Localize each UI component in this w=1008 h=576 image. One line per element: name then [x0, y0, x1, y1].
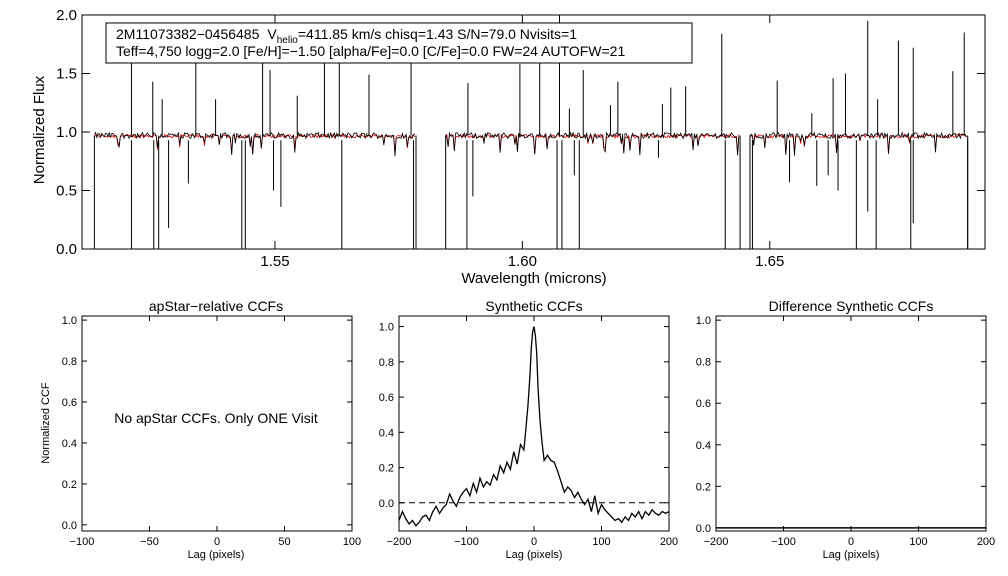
- difference-x-tick-label: 200: [977, 536, 995, 548]
- difference-y-tick-label: 0.0: [696, 523, 711, 535]
- synthetic-y-tick-label: 0.2: [379, 463, 394, 475]
- observed-spectrum-line-chip-2: [749, 131, 967, 156]
- difference-x-tick-label: 100: [909, 536, 927, 548]
- difference-frame: [715, 315, 987, 532]
- spectrum-y-tick-label: 1.0: [56, 124, 77, 141]
- v-subscript: helio: [277, 35, 299, 46]
- synthetic-x-tick-label: −100: [454, 536, 479, 548]
- synthetic-x-tick-label: 200: [660, 536, 678, 548]
- spectrum-x-tick-label: 1.55: [260, 253, 289, 270]
- difference-x-tick-label: −100: [771, 536, 796, 548]
- synthetic-ccf-plot: −200 −100 0 100 200 0.0 0.2 0.4 0.6 0.8 1.0: [379, 315, 678, 548]
- apstar-y-tick-label: 0.2: [62, 479, 77, 491]
- apstar-title: apStar−relative CCFs: [149, 298, 283, 314]
- spectrum-x-tick-label: 1.65: [755, 253, 784, 270]
- difference-y-tick-label: 1.0: [696, 315, 711, 327]
- difference-title: Difference Synthetic CCFs: [769, 298, 934, 314]
- difference-y-tick-label: 0.8: [696, 357, 711, 369]
- difference-xlabel: Lag (pixels): [823, 549, 880, 561]
- synthetic-spectrum-line-chip-1: [445, 133, 740, 155]
- synthetic-ccf-line: [398, 326, 670, 527]
- apstar-y-tick-label: 0.8: [62, 356, 77, 368]
- synthetic-x-tick-label: 100: [592, 536, 610, 548]
- apstar-xlabel: Lag (pixels): [188, 549, 245, 561]
- apstar-y-tick-label: 0.4: [62, 438, 77, 450]
- synthetic-x-tick-label: −200: [387, 536, 412, 548]
- difference-x-tick-label: 0: [848, 536, 854, 548]
- apstar-message: No apStar CCFs. Only ONE Visit: [114, 410, 318, 426]
- info-line-2: Teff=4,750 logg=2.0 [Fe/H]=−1.50 [alpha/…: [116, 43, 625, 59]
- synthetic-frame: [398, 315, 670, 532]
- synthetic-title: Synthetic CCFs: [485, 298, 582, 314]
- star-id: 2M11073382−0456485: [116, 26, 260, 42]
- difference-y-tick-label: 0.2: [696, 481, 711, 493]
- synthetic-x-tick-label: 0: [531, 536, 537, 548]
- difference-ccf-plot: −200 −100 0 100 200 0.0 0.2 0.4 0.6 0.8 1.0: [696, 315, 995, 548]
- synthetic-y-tick-label: 0.6: [379, 392, 394, 404]
- apstar-x-tick-label: −50: [140, 536, 159, 548]
- v-symbol: V: [267, 26, 277, 42]
- synthetic-y-tick-label: 0.0: [379, 498, 394, 510]
- synthetic-xlabel: Lag (pixels): [506, 549, 563, 561]
- observed-spectrum-line-chip-1: [445, 131, 740, 156]
- apstar-y-tick-label: 0.0: [62, 520, 77, 532]
- difference-y-tick-label: 0.6: [696, 398, 711, 410]
- apstar-ccf-plot: −100 −50 0 50 100 0.0 0.2 0.4 0.6 0.8 1.0: [62, 315, 361, 548]
- spectrum-y-tick-label: 0.0: [56, 241, 77, 258]
- spectrum-xlabel: Wavelength (microns): [461, 270, 606, 287]
- spectrum-y-tick-label: 0.5: [56, 183, 77, 200]
- synthetic-spectrum-line-chip-0: [94, 133, 416, 155]
- synthetic-y-tick-label: 0.4: [379, 427, 394, 439]
- difference-x-tick-label: −200: [704, 536, 729, 548]
- apstar-x-tick-label: −100: [70, 536, 95, 548]
- apstar-x-tick-label: 0: [214, 536, 220, 548]
- info-box: 2M11073382−0456485 Vhelio=411.85 km/s chi…: [105, 22, 693, 64]
- spectrum-x-tick-label: 1.60: [508, 253, 537, 270]
- apstar-x-tick-label: 100: [343, 536, 361, 548]
- info-box-frame: [105, 22, 693, 64]
- synthetic-y-tick-label: 1.0: [379, 322, 394, 334]
- spectrum-y-tick-label: 2.0: [56, 7, 77, 24]
- observed-spectrum-line-chip-0: [94, 131, 415, 157]
- info-line-1: 2M11073382−0456485 Vhelio=411.85 km/s chi…: [116, 26, 577, 46]
- v-value: =411.85 km/s chisq=1.43 S/N=79.0 Nvisits…: [298, 26, 577, 42]
- spectrum-y-tick-label: 1.5: [56, 66, 77, 83]
- apstar-x-tick-label: 50: [278, 536, 290, 548]
- spectrum-plot: 1.55 1.60 1.65 0.0 0.5 1.0 1.5 2.0: [56, 7, 986, 270]
- apstar-y-tick-label: 0.6: [62, 397, 77, 409]
- synthetic-y-tick-label: 0.8: [379, 357, 394, 369]
- apstar-y-tick-label: 1.0: [62, 315, 77, 327]
- apstar-ylabel: Normalized CCF: [40, 382, 52, 464]
- synthetic-spectrum-line-chip-2: [749, 132, 967, 155]
- difference-y-tick-label: 0.4: [696, 440, 711, 452]
- spectrum-ylabel: Normalized Flux: [31, 75, 48, 184]
